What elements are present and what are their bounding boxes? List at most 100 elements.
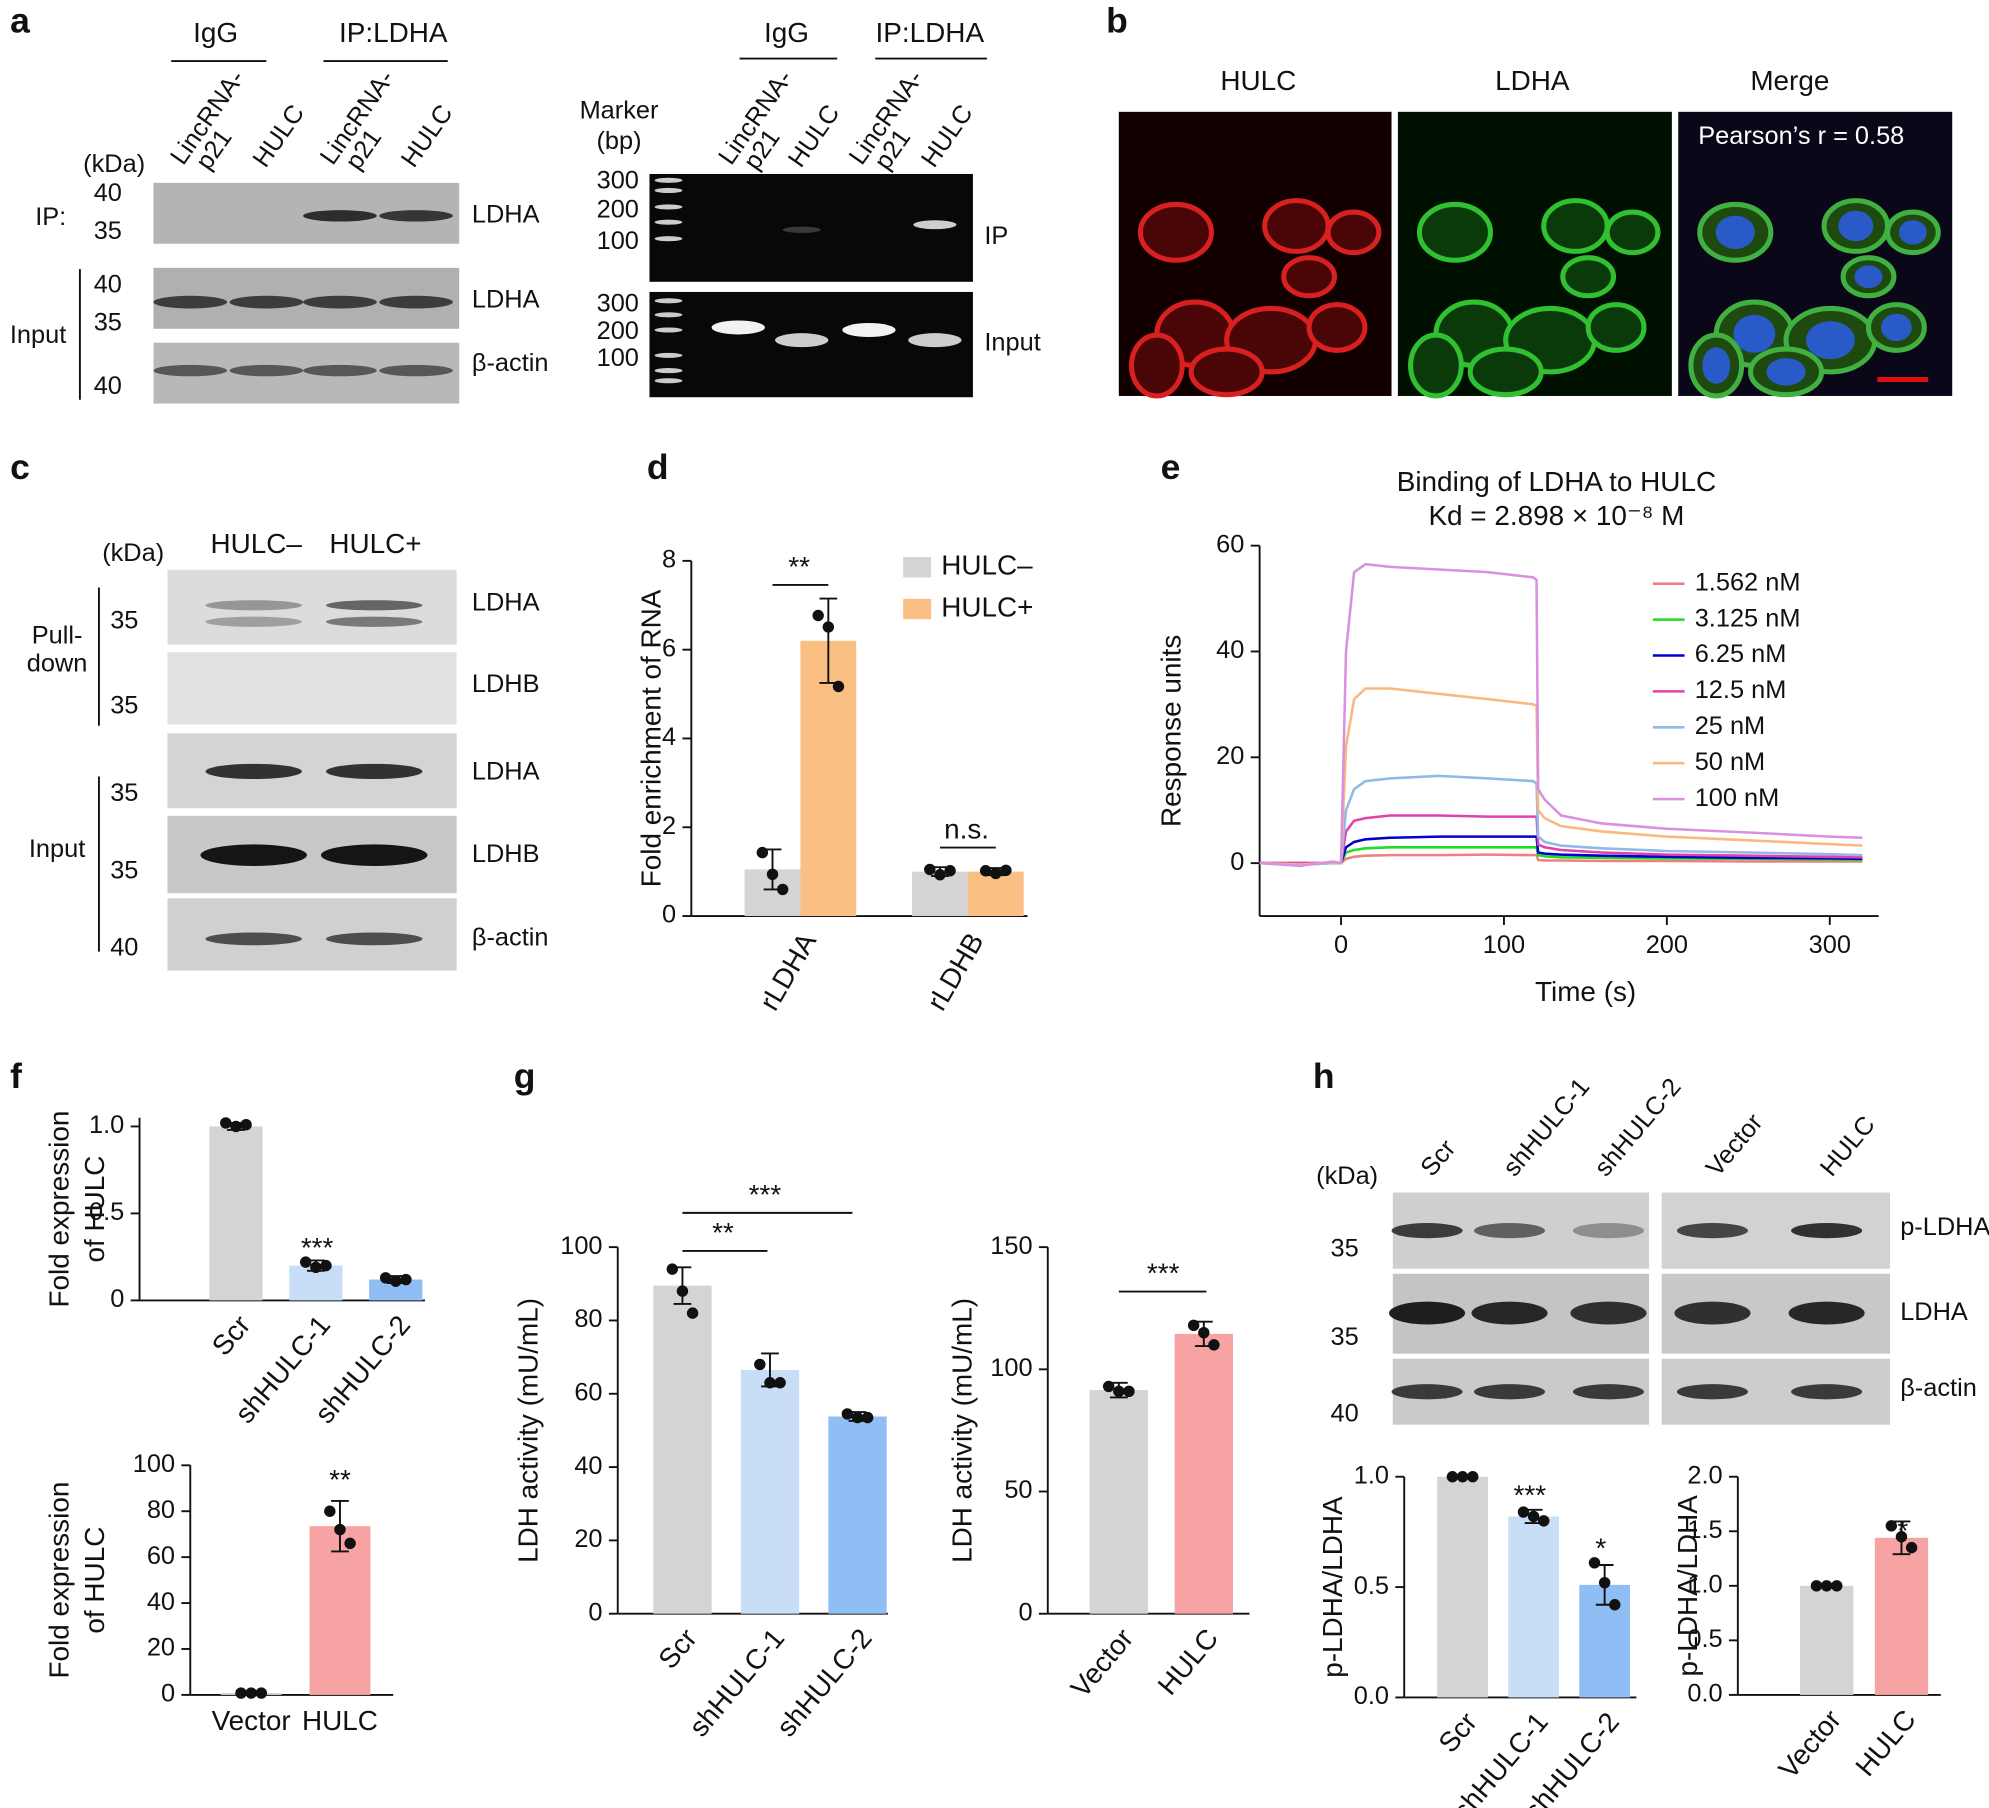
nucleus: [1715, 215, 1755, 250]
y-tick-label: 60: [147, 1542, 175, 1570]
panel-letter: b: [1106, 0, 1128, 40]
data-point: [1187, 1319, 1200, 1332]
cell: [1560, 255, 1617, 299]
blot-band: [654, 352, 683, 358]
blot-band: [1572, 1384, 1644, 1400]
blot-band: [205, 932, 302, 946]
data-point: [1895, 1531, 1908, 1543]
x-tick-label: 100: [1483, 931, 1525, 959]
y-tick-label: 80: [147, 1496, 175, 1524]
band-label: LDHA: [472, 757, 540, 785]
gel-title: Marker: [580, 97, 659, 125]
blot-band: [1791, 1223, 1863, 1239]
chart-subtitle: Kd = 2.898 × 10⁻⁸ M: [1428, 500, 1684, 531]
y-tick-label: 100: [133, 1450, 175, 1478]
legend-label: 100 nM: [1695, 784, 1780, 812]
kda-label: (kDa): [83, 150, 145, 178]
blot-band: [1471, 1301, 1548, 1325]
bp-label: 100: [597, 344, 639, 372]
legend-swatch: [903, 598, 932, 620]
kda-label: (kDa): [1316, 1162, 1378, 1190]
x-axis-label: Time (s): [1535, 976, 1636, 1007]
panel-letter: f: [10, 1056, 22, 1096]
nucleus: [1898, 220, 1927, 245]
blot-band: [1676, 1384, 1748, 1400]
data-point: [1527, 1510, 1540, 1523]
data-point: [686, 1307, 699, 1319]
legend-label: 3.125 nM: [1695, 604, 1801, 632]
marker-label: 35: [110, 779, 138, 807]
data-point: [220, 1117, 232, 1129]
data-point: [1609, 1599, 1621, 1611]
y-axis-label: Fold expression: [43, 1482, 74, 1679]
y-tick-label: 100: [560, 1232, 602, 1260]
data-point: [299, 1256, 312, 1268]
band-label: Input: [984, 329, 1040, 357]
data-point: [1517, 1506, 1530, 1518]
y-tick-label: 60: [1216, 530, 1244, 558]
x-tick-label: 200: [1646, 931, 1688, 959]
x-tick-label: Scr: [1432, 1706, 1483, 1758]
band-label: LDHB: [472, 840, 540, 868]
legend-label: HULC+: [941, 591, 1033, 622]
y-tick-label: 4: [662, 723, 676, 751]
y-axis-label: of HULC: [79, 1156, 110, 1263]
blot-band: [379, 295, 453, 309]
legend-label: 1.562 nM: [1695, 568, 1801, 596]
panel-letter: c: [10, 447, 30, 487]
blot-band: [153, 364, 228, 377]
y-tick-label: 1.5: [1687, 1516, 1722, 1544]
row-label: IP:: [35, 203, 66, 231]
y-tick-label: 0: [588, 1598, 602, 1626]
y-tick-label: 2.0: [1687, 1461, 1722, 1489]
data-point: [666, 1263, 679, 1275]
data-point: [944, 865, 956, 877]
bar: [309, 1526, 371, 1695]
group-label: IP:LDHA: [339, 17, 448, 48]
data-point: [841, 1408, 854, 1420]
cell: [1137, 201, 1214, 263]
cell: [1416, 201, 1494, 263]
cell: [1306, 302, 1368, 353]
blot-band: [320, 844, 428, 866]
nucleus: [1766, 358, 1806, 386]
lane-label: shHULC-1: [1498, 1073, 1596, 1182]
y-tick-label: 0: [1018, 1598, 1032, 1626]
blot-band: [775, 333, 829, 348]
data-point: [1538, 1515, 1550, 1527]
lane-label: HULC–: [211, 528, 303, 559]
blot-band: [654, 298, 683, 304]
data-point: [776, 883, 789, 896]
blot-band: [1473, 1384, 1546, 1400]
channel-label: HULC: [1220, 65, 1296, 96]
data-point: [324, 1505, 336, 1517]
data-point: [1198, 1326, 1210, 1339]
y-axis-label: Fold enrichment of RNA: [636, 589, 667, 887]
bp-label: 300: [597, 166, 639, 194]
x-tick-label: Vector: [1772, 1704, 1847, 1785]
bar: [1799, 1585, 1854, 1695]
marker-label: 35: [1330, 1234, 1358, 1262]
annotation: Pearson’s r = 0.58: [1698, 122, 1904, 150]
data-point: [320, 1259, 332, 1272]
data-point: [822, 621, 835, 633]
cell: [1281, 255, 1337, 299]
cell: [1408, 332, 1464, 399]
data-point: [1588, 1557, 1601, 1569]
data-point: [774, 1377, 786, 1389]
y-axis-label: of HULC: [79, 1527, 110, 1634]
cell: [1604, 209, 1661, 256]
data-point: [1123, 1385, 1135, 1398]
band-label: LDHA: [472, 589, 540, 617]
legend-label: 50 nM: [1695, 748, 1765, 776]
y-tick-label: 0.0: [1354, 1682, 1389, 1710]
blot-band: [654, 236, 683, 242]
cells: [1128, 198, 1941, 399]
x-tick-label: Vector: [212, 1705, 291, 1736]
data-point: [756, 846, 769, 859]
lane-label: Vector: [1701, 1108, 1769, 1181]
blot-band: [379, 210, 453, 222]
x-tick-label: HULC: [1849, 1704, 1922, 1782]
blot-band: [326, 616, 423, 627]
